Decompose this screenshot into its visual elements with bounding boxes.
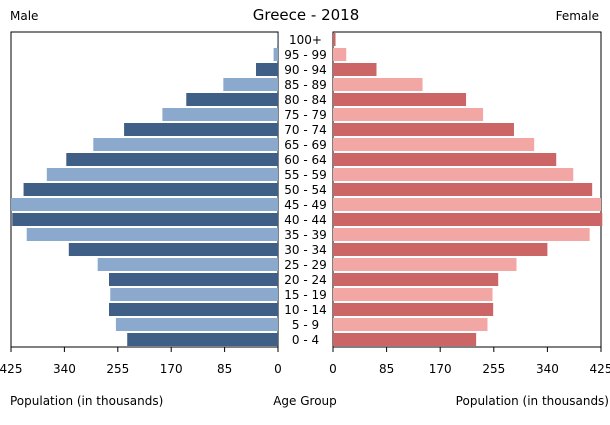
male-bar-75-79 bbox=[162, 108, 278, 121]
male-bar-100+ bbox=[277, 33, 278, 46]
female-tick-label: 255 bbox=[482, 362, 505, 376]
age-group-label: 75 - 79 bbox=[284, 108, 327, 122]
male-tick-label: 340 bbox=[53, 362, 76, 376]
male-bar-85-89 bbox=[223, 78, 278, 91]
age-group-label: 45 - 49 bbox=[284, 198, 327, 212]
age-group-label: 0 - 4 bbox=[292, 333, 319, 347]
x-axis-label-male: Population (in thousands) bbox=[10, 394, 163, 408]
age-group-label: 35 - 39 bbox=[284, 228, 327, 242]
male-label: Male bbox=[10, 9, 38, 23]
female-bar-60-64 bbox=[333, 153, 557, 166]
age-group-label: 65 - 69 bbox=[284, 138, 327, 152]
female-bar-40-44 bbox=[333, 213, 603, 226]
female-bar-30-34 bbox=[333, 243, 548, 256]
male-bar-95-99 bbox=[273, 48, 278, 61]
male-bar-15-19 bbox=[110, 288, 279, 301]
age-group-label: 5 - 9 bbox=[292, 318, 319, 332]
age-group-label: 50 - 54 bbox=[284, 183, 327, 197]
male-tick-label: 255 bbox=[106, 362, 129, 376]
female-bar-5-9 bbox=[333, 318, 488, 331]
age-group-label: 60 - 64 bbox=[284, 153, 327, 167]
female-bar-70-74 bbox=[333, 123, 514, 136]
age-group-label: 10 - 14 bbox=[284, 303, 327, 317]
age-group-label: 85 - 89 bbox=[284, 78, 327, 92]
female-bar-85-89 bbox=[333, 78, 423, 91]
male-bar-45-49 bbox=[11, 198, 278, 211]
male-bar-50-54 bbox=[23, 183, 279, 196]
male-bar-60-64 bbox=[66, 153, 279, 166]
chart-title: Greece - 2018 bbox=[253, 6, 360, 24]
age-group-label: 80 - 84 bbox=[284, 93, 327, 107]
age-group-label: 70 - 74 bbox=[284, 123, 327, 137]
male-bar-35-39 bbox=[26, 228, 278, 241]
female-tick-label: 0 bbox=[329, 362, 337, 376]
age-group-label: 20 - 24 bbox=[284, 273, 327, 287]
age-group-label: 100+ bbox=[289, 33, 322, 47]
female-tick-label: 170 bbox=[429, 362, 452, 376]
male-bar-5-9 bbox=[115, 318, 279, 331]
female-bar-80-84 bbox=[333, 93, 467, 106]
female-tick-label: 425 bbox=[590, 362, 610, 376]
female-bar-55-59 bbox=[333, 168, 574, 181]
male-tick-label: 85 bbox=[217, 362, 232, 376]
female-tick-label: 85 bbox=[379, 362, 394, 376]
male-bar-55-59 bbox=[46, 168, 278, 181]
male-panel bbox=[10, 31, 279, 348]
female-panel bbox=[332, 31, 603, 348]
male-bar-80-84 bbox=[186, 93, 278, 106]
male-bar-0-4 bbox=[127, 333, 278, 346]
age-group-label: 55 - 59 bbox=[284, 168, 327, 182]
age-group-label: 30 - 34 bbox=[284, 243, 327, 257]
male-bar-70-74 bbox=[124, 123, 278, 136]
female-bar-90-94 bbox=[333, 63, 377, 76]
x-axis-ticks: 0 0 85 85 170 170 255 255 340 340 425 425 bbox=[0, 347, 610, 376]
age-group-label: 15 - 19 bbox=[284, 288, 327, 302]
male-bar-10-14 bbox=[109, 303, 279, 316]
age-group-label: 25 - 29 bbox=[284, 258, 327, 272]
female-bar-75-79 bbox=[333, 108, 484, 121]
male-bar-40-44 bbox=[12, 213, 279, 226]
male-bar-65-69 bbox=[93, 138, 278, 151]
female-bar-35-39 bbox=[333, 228, 590, 241]
female-bar-0-4 bbox=[333, 333, 477, 346]
female-bar-15-19 bbox=[333, 288, 493, 301]
male-bar-30-34 bbox=[68, 243, 279, 256]
age-group-label: 90 - 94 bbox=[284, 63, 327, 77]
x-axis-label-female: Population (in thousands) bbox=[456, 394, 609, 408]
age-group-label: 40 - 44 bbox=[284, 213, 327, 227]
male-bar-25-29 bbox=[97, 258, 278, 271]
male-tick-label: 170 bbox=[160, 362, 183, 376]
female-bar-100+ bbox=[333, 33, 336, 46]
age-group-label: 95 - 99 bbox=[284, 48, 327, 62]
female-tick-label: 340 bbox=[536, 362, 559, 376]
male-bar-90-94 bbox=[256, 63, 278, 76]
female-label: Female bbox=[556, 9, 599, 23]
male-tick-label: 425 bbox=[0, 362, 22, 376]
female-bar-50-54 bbox=[333, 183, 593, 196]
female-bar-45-49 bbox=[333, 198, 601, 211]
female-bar-65-69 bbox=[333, 138, 535, 151]
x-axis-label-age-group: Age Group bbox=[273, 394, 337, 408]
male-bar-20-24 bbox=[109, 273, 279, 286]
female-bar-25-29 bbox=[333, 258, 517, 271]
male-tick-label: 0 bbox=[274, 362, 282, 376]
female-bar-95-99 bbox=[333, 48, 347, 61]
female-bar-10-14 bbox=[333, 303, 494, 316]
female-bar-20-24 bbox=[333, 273, 499, 286]
